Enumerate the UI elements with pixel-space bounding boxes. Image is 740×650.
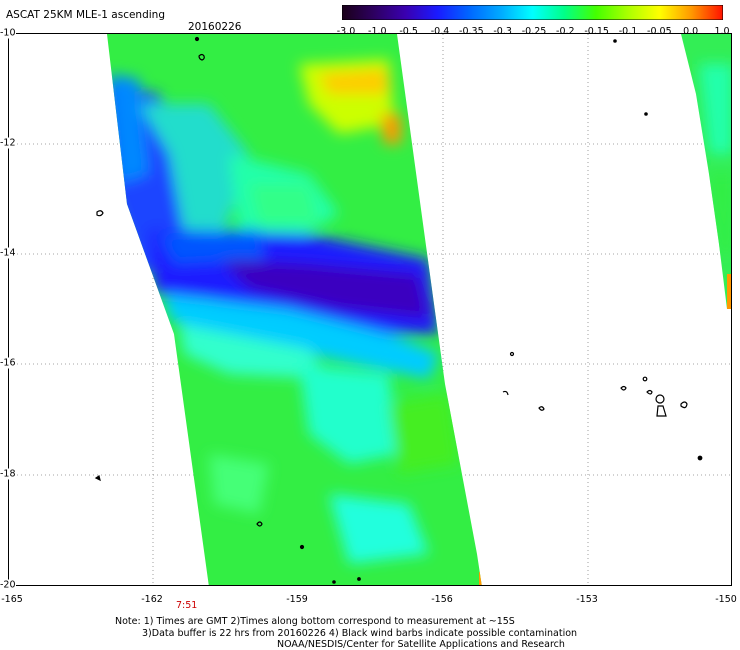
islands: [94, 36, 703, 584]
lon-label-165: -165: [1, 594, 23, 605]
lat-label-14: -14: [0, 247, 16, 259]
colorbar-tick-label: -0.5: [399, 26, 418, 37]
note-line-3: NOAA/NESDIS/Center for Satellite Applica…: [277, 639, 565, 650]
colorbar-gradient: [342, 5, 723, 20]
colorbar-tick-label: -0.3: [493, 26, 512, 37]
colorbar-tick-label: -0.05: [647, 26, 672, 37]
lon-label-162: -162: [141, 594, 163, 605]
note-line-2: 3)Data buffer is 22 hrs from 20160226 4)…: [142, 628, 578, 639]
colorbar-tick-label: -1.0: [368, 26, 387, 37]
lat-label-16: -16: [0, 357, 16, 369]
map-frame: [8, 33, 732, 586]
map-title: ASCAT 25KM MLE-1 ascending: [6, 9, 165, 21]
lat-label-12: -12: [0, 137, 16, 149]
colorbar-tick-label: -0.35: [459, 26, 484, 37]
lon-label-153: -153: [576, 594, 598, 605]
map-date: 20160226: [188, 21, 242, 33]
lon-label-150: -150: [715, 594, 737, 605]
colorbar: [342, 5, 723, 20]
swath-map: [9, 34, 731, 585]
colorbar-tick-label: -0.1: [618, 26, 638, 37]
colorbar-tick-label: 0.0: [683, 26, 699, 37]
lat-label-20: -20: [0, 579, 16, 591]
colorbar-tick-label: -0.25: [521, 26, 547, 37]
lon-label-156: -156: [431, 594, 453, 605]
colorbar-tick-label: -0.4: [430, 26, 450, 37]
lat-label-10: -10: [0, 27, 16, 39]
time-label: 7:51: [176, 600, 198, 611]
swath-east: [681, 34, 731, 309]
colorbar-tick-label: -0.2: [556, 26, 575, 37]
note-line-1: Note: 1) Times are GMT 2)Times along bot…: [115, 616, 515, 627]
swath-main: [107, 34, 482, 585]
colorbar-tick-label: -3.0: [336, 26, 356, 37]
colorbar-tick-label: 1.0: [714, 26, 730, 37]
colorbar-tick-label: -0.15: [584, 26, 609, 37]
lat-label-18: -18: [0, 468, 16, 480]
lon-label-159: -159: [286, 594, 308, 605]
